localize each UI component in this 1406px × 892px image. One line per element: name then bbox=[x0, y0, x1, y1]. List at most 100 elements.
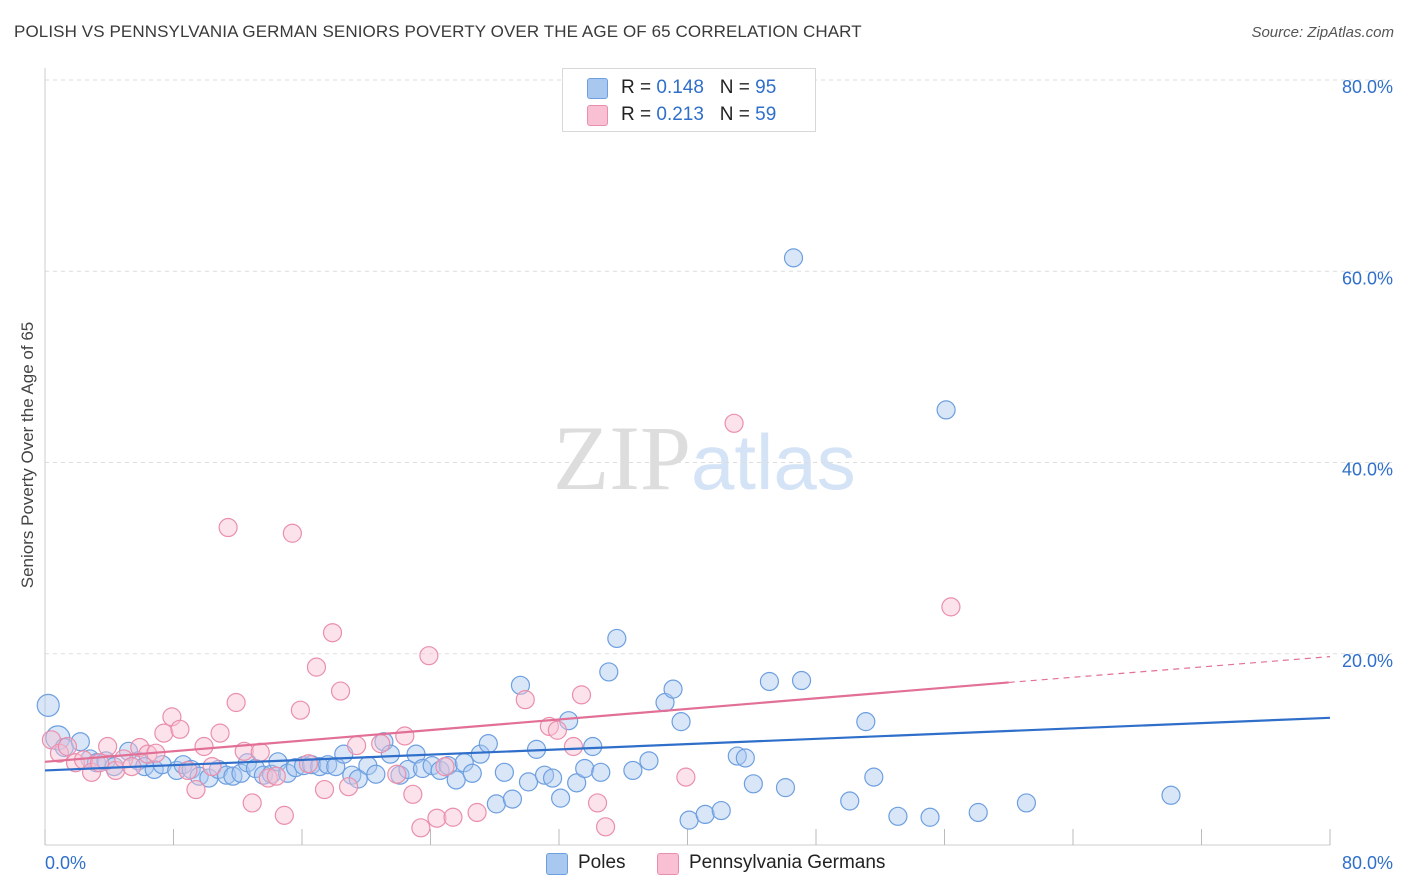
point-poles bbox=[663, 679, 683, 699]
point-pennsylvania-germans bbox=[724, 413, 744, 433]
point-pennsylvania-germans bbox=[411, 818, 431, 838]
point-poles bbox=[502, 789, 523, 809]
point-pennsylvania-germans bbox=[571, 685, 592, 705]
point-poles bbox=[639, 751, 659, 771]
point-poles bbox=[599, 662, 619, 682]
point-pennsylvania-germans bbox=[306, 657, 327, 677]
point-poles bbox=[888, 806, 908, 826]
point-poles bbox=[783, 248, 804, 268]
point-poles bbox=[567, 773, 587, 793]
point-pennsylvania-germans bbox=[443, 807, 463, 827]
point-poles bbox=[216, 765, 237, 785]
point-poles bbox=[840, 791, 860, 811]
point-poles bbox=[380, 744, 400, 764]
watermark: ZIPatlas bbox=[553, 405, 856, 511]
point-poles bbox=[470, 744, 490, 764]
point-poles bbox=[864, 767, 884, 787]
point-poles bbox=[759, 671, 780, 692]
point-pennsylvania-germans bbox=[587, 793, 608, 813]
point-poles bbox=[318, 755, 338, 775]
y-tick-label: 20.0% bbox=[1342, 651, 1393, 671]
point-poles bbox=[856, 712, 876, 732]
point-pennsylvania-germans bbox=[266, 766, 286, 786]
point-pennsylvania-germans bbox=[170, 719, 190, 739]
point-pennsylvania-germans bbox=[106, 760, 126, 781]
point-poles bbox=[1161, 785, 1181, 805]
point-pennsylvania-germans bbox=[98, 736, 118, 757]
legend-r-label: R = bbox=[621, 104, 652, 125]
point-pennsylvania-germans bbox=[186, 779, 206, 800]
point-pennsylvania-germans bbox=[547, 720, 567, 740]
point-pennsylvania-germans bbox=[298, 754, 319, 774]
point-poles bbox=[735, 748, 755, 768]
point-poles bbox=[542, 768, 563, 788]
point-poles bbox=[510, 675, 531, 695]
point-pennsylvania-germans bbox=[194, 736, 214, 757]
point-pennsylvania-germans bbox=[427, 808, 447, 828]
point-poles bbox=[591, 762, 611, 782]
point-pennsylvania-germans bbox=[218, 517, 238, 538]
point-poles bbox=[968, 802, 988, 823]
point-pennsylvania-germans bbox=[435, 756, 455, 777]
point-pennsylvania-germans bbox=[515, 690, 535, 710]
point-poles bbox=[623, 760, 643, 781]
point-pennsylvania-germans bbox=[226, 692, 246, 713]
point-poles bbox=[775, 778, 796, 798]
point-pennsylvania-germans bbox=[274, 805, 294, 825]
legend-n-label: N = bbox=[719, 104, 750, 125]
point-poles bbox=[231, 763, 251, 783]
x-tick-label: 80.0% bbox=[1342, 853, 1393, 873]
point-pennsylvania-germans bbox=[419, 646, 439, 666]
source-credit: Source: ZipAtlas.com bbox=[1251, 24, 1394, 41]
point-pennsylvania-germans bbox=[250, 742, 270, 762]
point-poles bbox=[679, 810, 699, 830]
point-poles bbox=[551, 788, 571, 808]
legend-r-label: R = bbox=[621, 77, 652, 98]
point-pennsylvania-germans bbox=[57, 736, 78, 757]
point-poles bbox=[446, 770, 466, 790]
point-pennsylvania-germans bbox=[202, 756, 222, 777]
y-tick-label: 60.0% bbox=[1342, 268, 1393, 288]
point-pennsylvania-germans bbox=[154, 723, 174, 743]
bottom-legend-swatch-pennsylvania-germans bbox=[657, 853, 679, 875]
point-pennsylvania-germans bbox=[387, 764, 407, 784]
trend-line-pennsylvania-germans bbox=[44, 681, 1009, 763]
point-pennsylvania-germans bbox=[467, 802, 487, 823]
legend-r-value: 0.148 bbox=[656, 77, 704, 98]
point-pennsylvania-germans bbox=[49, 743, 70, 763]
watermark-zip: ZIP bbox=[553, 407, 691, 509]
point-pennsylvania-germans bbox=[941, 597, 961, 617]
y-tick-label: 40.0% bbox=[1342, 460, 1393, 480]
point-pennsylvania-germans bbox=[347, 735, 367, 756]
point-pennsylvania-germans bbox=[242, 793, 262, 813]
point-pennsylvania-germans bbox=[330, 681, 351, 701]
point-poles bbox=[518, 772, 539, 792]
correlation-legend: R = 0.148 N = 95 R = 0.213 N = 59 bbox=[562, 68, 816, 132]
legend-swatch-poles bbox=[587, 78, 608, 99]
point-poles bbox=[374, 732, 394, 752]
legend-n-value: 59 bbox=[755, 104, 777, 125]
point-pennsylvania-germans bbox=[676, 767, 696, 787]
point-pennsylvania-germans bbox=[258, 768, 278, 788]
point-poles bbox=[727, 746, 747, 766]
point-pennsylvania-germans bbox=[563, 736, 584, 757]
point-pennsylvania-germans bbox=[314, 779, 335, 800]
point-poles bbox=[920, 807, 940, 827]
point-pennsylvania-germans bbox=[595, 817, 616, 837]
point-poles bbox=[494, 762, 514, 782]
trend-line-extension-pennsylvania-germans bbox=[1008, 656, 1331, 684]
point-pennsylvania-germans bbox=[338, 777, 359, 797]
point-poles bbox=[743, 774, 763, 794]
point-poles bbox=[711, 800, 731, 821]
point-poles bbox=[36, 693, 60, 717]
point-poles bbox=[462, 763, 482, 783]
x-tick-label: 0.0% bbox=[45, 853, 86, 873]
point-poles bbox=[285, 757, 306, 778]
y-tick-label: 80.0% bbox=[1342, 77, 1393, 97]
point-poles bbox=[695, 804, 715, 825]
point-poles bbox=[310, 756, 330, 777]
chart-title: POLISH VS PENNSYLVANIA GERMAN SENIORS PO… bbox=[14, 22, 862, 41]
point-pennsylvania-germans bbox=[290, 700, 310, 720]
point-poles bbox=[478, 734, 498, 754]
